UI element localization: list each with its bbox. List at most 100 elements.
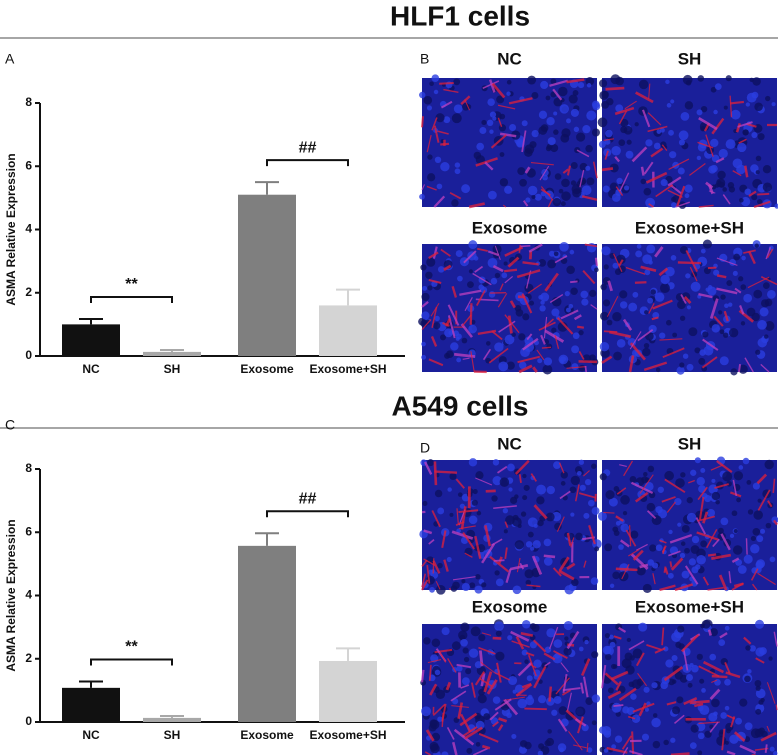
stain	[464, 726, 483, 740]
nucleus	[527, 517, 538, 528]
stain	[618, 259, 624, 267]
nucleus	[474, 585, 483, 594]
stain	[434, 470, 458, 474]
stain	[518, 474, 522, 484]
stain	[746, 122, 757, 128]
nucleus	[469, 582, 476, 589]
stain	[459, 289, 482, 296]
nucleus	[615, 711, 621, 717]
nucleus	[576, 470, 582, 476]
stain	[507, 256, 520, 268]
nucleus	[421, 706, 432, 717]
stain	[607, 280, 613, 292]
stain	[526, 333, 533, 341]
nucleus	[747, 669, 752, 674]
stain	[654, 246, 664, 258]
nucleus	[733, 253, 741, 261]
stain	[670, 557, 684, 571]
stain	[432, 703, 446, 716]
nucleus	[707, 286, 717, 296]
stain	[619, 464, 627, 468]
stain	[743, 636, 752, 645]
nucleus	[570, 108, 579, 117]
nucleus	[600, 311, 609, 321]
nucleus	[468, 240, 478, 250]
nucleus	[576, 132, 586, 142]
nucleus	[755, 170, 760, 175]
stain	[480, 661, 496, 674]
nucleus	[579, 484, 586, 491]
stain	[461, 314, 472, 327]
nucleus	[476, 510, 482, 516]
nucleus	[755, 349, 761, 355]
stain	[632, 549, 644, 561]
stain	[527, 283, 542, 294]
nucleus	[600, 283, 607, 291]
nucleus	[618, 139, 626, 146]
nucleus	[543, 538, 552, 547]
nucleus	[733, 471, 744, 481]
stain	[566, 532, 572, 546]
nucleus	[519, 740, 528, 748]
nucleus	[701, 619, 711, 629]
nucleus	[443, 116, 451, 124]
stain	[439, 82, 454, 85]
stain	[562, 168, 569, 174]
nucleus	[677, 625, 685, 633]
stain	[647, 125, 668, 133]
nucleus	[594, 267, 599, 273]
nucleus	[564, 636, 569, 641]
stain	[431, 117, 438, 131]
stain	[682, 648, 689, 671]
nucleus	[641, 733, 650, 741]
stain	[496, 662, 502, 683]
stain	[707, 266, 717, 270]
stain	[520, 631, 534, 637]
stain	[433, 461, 438, 486]
y-tick-label: 8	[25, 461, 32, 475]
nucleus	[543, 557, 553, 566]
nucleus	[652, 713, 658, 718]
nucleus	[750, 535, 757, 542]
stain	[425, 729, 435, 742]
nucleus	[604, 632, 610, 639]
nucleus	[745, 102, 751, 107]
nucleus	[613, 486, 620, 492]
nucleus	[645, 139, 653, 147]
nucleus	[545, 512, 555, 522]
nucleus	[690, 724, 699, 733]
stain	[663, 665, 684, 682]
nucleus	[537, 519, 544, 527]
nucleus	[724, 303, 729, 309]
nucleus	[611, 663, 617, 669]
nucleus	[440, 334, 446, 341]
nucleus	[677, 300, 686, 310]
stain	[654, 647, 666, 654]
nucleus	[606, 319, 613, 326]
nucleus	[578, 330, 584, 336]
bar	[319, 305, 377, 356]
stain	[582, 270, 596, 285]
nucleus	[660, 179, 668, 187]
stain	[583, 560, 587, 568]
nucleus	[468, 324, 477, 334]
stain	[509, 300, 516, 309]
stain	[456, 663, 472, 669]
nucleus	[699, 678, 705, 684]
nucleus	[615, 104, 624, 113]
nucleus	[537, 358, 543, 364]
stain	[635, 91, 654, 104]
nucleus	[728, 328, 739, 338]
nucleus	[626, 139, 632, 145]
stain	[494, 245, 501, 260]
nucleus	[428, 723, 437, 732]
stain	[738, 138, 747, 144]
nucleus	[426, 556, 435, 565]
stain	[664, 478, 686, 494]
nucleus	[456, 528, 462, 534]
nucleus	[677, 522, 682, 527]
stain	[481, 632, 492, 636]
image-label: Exosome+SH	[635, 218, 744, 237]
nucleus	[462, 102, 470, 111]
stain	[459, 712, 478, 727]
